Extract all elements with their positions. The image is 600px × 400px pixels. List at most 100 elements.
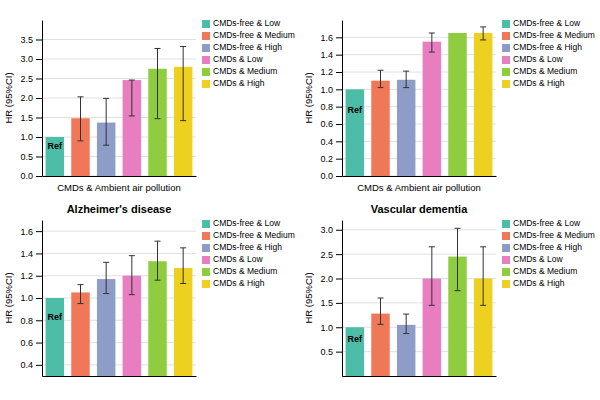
y-tick-label: 1.4 xyxy=(320,50,333,60)
y-tick-mark xyxy=(336,124,342,125)
legend-label: CMDs & Low xyxy=(513,54,563,64)
y-tick: 1.2 xyxy=(320,67,342,77)
error-bar xyxy=(103,262,109,293)
y-tick-mark xyxy=(36,59,42,60)
y-tick-mark xyxy=(36,365,42,366)
grid-line xyxy=(42,253,196,254)
legend-swatch xyxy=(502,232,510,240)
y-tick: 1.0 xyxy=(320,323,342,333)
legend-label: CMDs & Medium xyxy=(513,66,577,76)
y-tick-label: 0.5 xyxy=(320,347,333,357)
grid-line xyxy=(342,302,496,303)
grid-line xyxy=(42,342,196,343)
grid xyxy=(42,40,196,177)
y-tick: 0.6 xyxy=(20,338,42,348)
y-tick-label: 2.0 xyxy=(20,93,33,103)
grid-line xyxy=(42,364,196,365)
legend-item: CMDs-free & Low xyxy=(202,218,281,228)
y-axis-line xyxy=(342,221,343,377)
legend-swatch xyxy=(202,80,210,88)
legend-label: CMDs-free & Medium xyxy=(213,230,295,240)
y-axis-title: HR (95%CI) xyxy=(303,72,314,123)
y-tick-label: 1.0 xyxy=(320,85,333,95)
legend-swatch xyxy=(202,44,210,52)
legend-item: CMDs & Low xyxy=(202,254,263,264)
y-tick: 0.4 xyxy=(20,360,42,370)
grid-line xyxy=(42,275,196,276)
annotation: Ref xyxy=(48,312,64,322)
x-axis-line xyxy=(43,176,197,177)
grid-line xyxy=(42,117,196,118)
legend-swatch xyxy=(502,268,510,276)
y-tick-label: 1.2 xyxy=(320,67,333,77)
y-axis-title: HR (95%CI) xyxy=(3,272,14,323)
y-tick-label: 1.0 xyxy=(20,293,33,303)
grid-line xyxy=(42,137,196,138)
legend-item: CMDs-free & High xyxy=(202,42,282,52)
legend-swatch xyxy=(202,268,210,276)
legend-item: CMDs & Low xyxy=(502,254,563,264)
panel: 0.00.51.01.52.02.53.03.5RefHR (95%CI)CMD… xyxy=(3,18,295,193)
y-axis: 0.40.60.81.01.21.41.6 xyxy=(20,221,42,377)
legend-item: CMDs-free & Medium xyxy=(202,30,295,40)
y-tick-mark xyxy=(36,79,42,80)
legend-item: CMDs-free & High xyxy=(502,42,582,52)
error-bar xyxy=(378,70,384,87)
y-tick-mark xyxy=(36,320,42,321)
legend: CMDs-free & LowCMDs-free & MediumCMDs-fr… xyxy=(502,218,595,288)
panel: 0.40.60.81.01.21.41.6RefHR (95%CI)Alzhei… xyxy=(3,203,295,377)
annotation: Ref xyxy=(348,334,364,344)
grid-line xyxy=(342,106,496,107)
error-bar xyxy=(78,285,84,304)
legend-swatch xyxy=(202,56,210,64)
legend-swatch xyxy=(502,256,510,264)
legend-label: CMDs & Medium xyxy=(513,266,577,276)
annotation: Ref xyxy=(48,141,64,151)
legend-swatch xyxy=(202,20,210,28)
legend-label: CMDs-free & Low xyxy=(213,18,281,28)
y-tick: 1.0 xyxy=(320,85,342,95)
legend-label: CMDs-free & Low xyxy=(513,18,581,28)
x-axis xyxy=(343,376,497,377)
error-bar xyxy=(403,314,409,334)
error-bar xyxy=(180,47,186,121)
y-tick-mark xyxy=(336,72,342,73)
legend-item: CMDs-free & Medium xyxy=(502,30,595,40)
x-axis xyxy=(343,176,497,177)
legend-swatch xyxy=(502,280,510,288)
grid xyxy=(342,230,496,352)
y-tick-label: 0.6 xyxy=(320,119,333,129)
legend-label: CMDs & Low xyxy=(213,254,263,264)
y-tick: 1.4 xyxy=(20,249,42,259)
grid-line xyxy=(342,158,496,159)
y-tick-mark xyxy=(36,298,42,299)
bar xyxy=(397,80,415,176)
chart-svg: 0.00.51.01.52.02.53.03.5RefHR (95%CI)CMD… xyxy=(0,0,600,400)
grid-line xyxy=(42,231,196,232)
y-tick-mark xyxy=(336,303,342,304)
grid-line xyxy=(42,39,196,40)
y-tick: 0.8 xyxy=(20,316,42,326)
plot-area xyxy=(46,241,193,376)
legend-item: CMDs-free & Low xyxy=(202,18,281,28)
legend-label: CMDs-free & High xyxy=(213,242,282,252)
plot-area xyxy=(46,47,193,176)
x-axis xyxy=(43,376,197,377)
y-tick-mark xyxy=(36,253,42,254)
y-tick-mark xyxy=(36,118,42,119)
legend-swatch xyxy=(502,244,510,252)
legend-label: CMDs-free & Low xyxy=(513,218,581,228)
legend-swatch xyxy=(202,220,210,228)
y-tick-label: 0.4 xyxy=(20,360,33,370)
legend-swatch xyxy=(502,44,510,52)
error-bar xyxy=(480,247,486,306)
legend-label: CMDs-free & High xyxy=(513,42,582,52)
y-tick-mark xyxy=(336,254,342,255)
legend-label: CMDs & Medium xyxy=(213,266,277,276)
y-tick: 0.5 xyxy=(320,347,342,357)
y-tick-label: 0.8 xyxy=(320,102,333,112)
bar xyxy=(474,33,492,176)
chart-title: Vascular dementia xyxy=(371,203,468,215)
error-bar xyxy=(180,248,186,284)
y-tick: 0.0 xyxy=(320,171,342,181)
